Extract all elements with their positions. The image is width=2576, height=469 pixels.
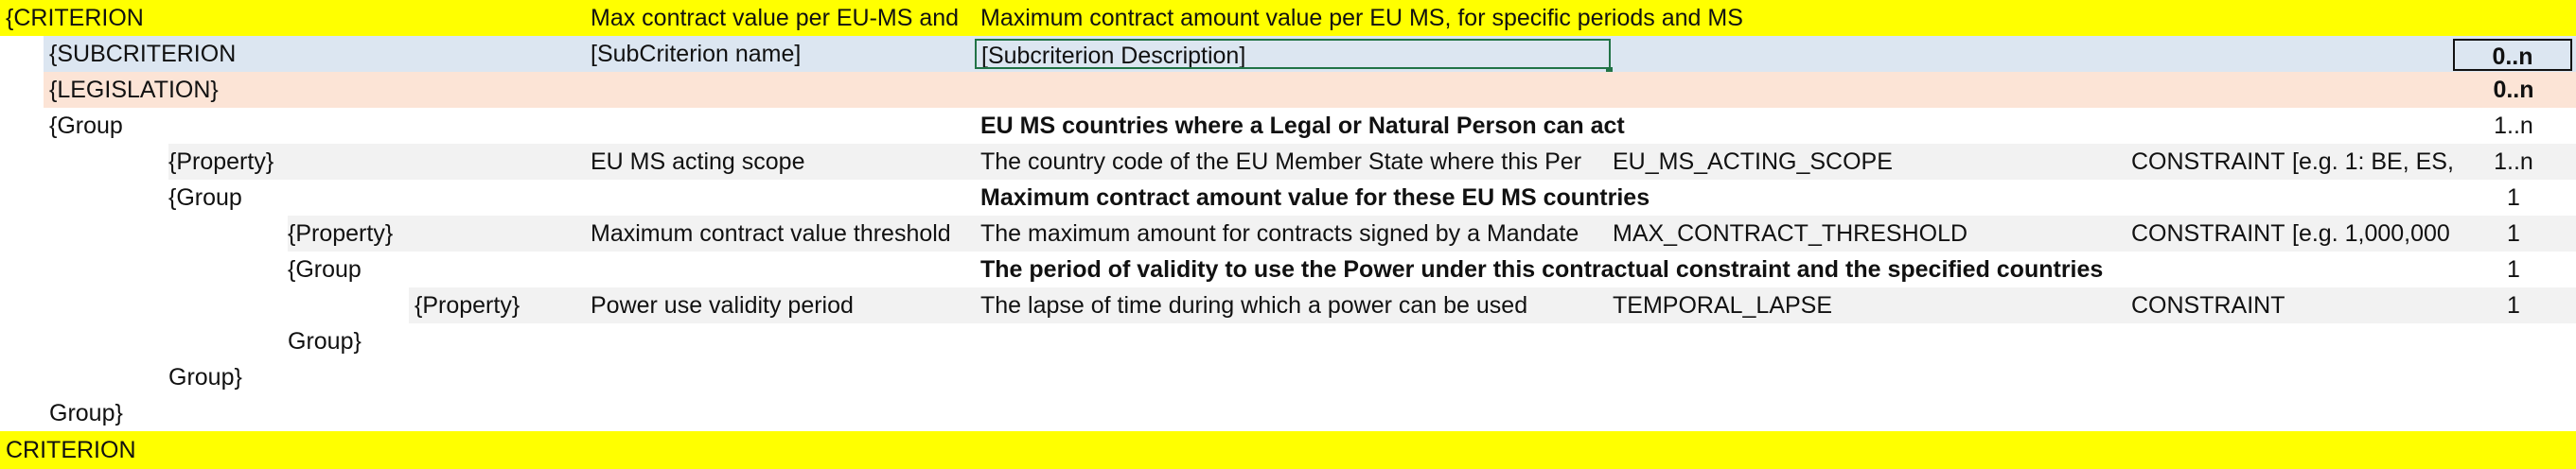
property-acting-scope-code-cell[interactable]: EU_MS_ACTING_SCOPE [1613,148,1893,175]
property-validity-description-cell[interactable]: The lapse of time during which a power c… [980,292,1528,319]
property-acting-scope-example-cell[interactable]: [e.g. 1: BE, ES, [2292,148,2454,175]
property-validity-name-cell[interactable]: Power use validity period [591,292,854,319]
property-validity-code-cell[interactable]: TEMPORAL_LAPSE [1613,292,1833,319]
group-countries-description-cell[interactable]: EU MS countries where a Legal or Natural… [980,113,1625,139]
group-close-cell-middle[interactable]: Group} [168,364,242,391]
group-countries-row: {Group EU MS countries where a Legal or … [0,108,2576,144]
property-validity-type-cell[interactable]: CONSTRAINT [2131,292,2285,319]
property-validity-tag-cell[interactable]: {Property} [415,292,520,319]
property-threshold-example-cell[interactable]: [e.g. 1,000,000 [2292,220,2450,247]
criterion-header-row: {CRITERION Max contract value per EU-MS … [0,0,2576,36]
subcriterion-open-cell[interactable]: {SUBCRITERION [49,41,237,67]
property-threshold-name-cell[interactable]: Maximum contract value threshold [591,220,951,247]
property-acting-scope-name-cell[interactable]: EU MS acting scope [591,148,805,175]
property-acting-scope-band [168,144,2576,180]
group-max-amount-open-cell[interactable]: {Group [168,184,242,211]
criterion-description-cell[interactable]: Maximum contract amount value per EU MS,… [980,5,1743,31]
group-validity-cardinality-cell[interactable]: 1 [2507,256,2520,283]
property-acting-scope-tag-cell[interactable]: {Property} [168,148,274,175]
property-acting-scope-row: {Property} EU MS acting scope The countr… [0,144,2576,180]
property-threshold-code-cell[interactable]: MAX_CONTRACT_THRESHOLD [1613,220,1968,247]
criterion-close-cell[interactable]: CRITERION [6,437,136,463]
group-countries-cardinality-cell[interactable]: 1..n [2494,113,2533,139]
group-close-row-middle: Group} [0,359,2576,395]
property-threshold-type-cell[interactable]: CONSTRAINT [2131,220,2285,247]
group-validity-description-cell[interactable]: The period of validity to use the Power … [980,256,2104,283]
group-max-amount-description-cell[interactable]: Maximum contract amount value for these … [980,184,1650,211]
property-validity-row: {Property} Power use validity period The… [0,287,2576,323]
legislation-cell[interactable]: {LEGISLATION} [49,77,219,103]
criterion-band [0,0,2576,36]
subcriterion-cardinality-cell[interactable]: 0..n [2453,39,2572,71]
group-max-amount-cardinality-cell[interactable]: 1 [2507,184,2520,211]
group-close-cell-outer[interactable]: Group} [49,400,123,426]
group-validity-row: {Group The period of validity to use the… [0,252,2576,287]
subcriterion-name-cell[interactable]: [SubCriterion name] [591,41,802,67]
criterion-footer-band [0,431,2576,469]
property-validity-cardinality-cell[interactable]: 1 [2507,292,2520,319]
subcriterion-row: {SUBCRITERION [SubCriterion name] [Subcr… [0,36,2576,74]
property-threshold-tag-cell[interactable]: {Property} [288,220,394,247]
group-validity-open-cell[interactable]: {Group [288,256,362,283]
property-acting-scope-description-cell[interactable]: The country code of the EU Member State … [980,148,1582,175]
criterion-footer-row: CRITERION [0,431,2576,469]
property-acting-scope-cardinality-cell[interactable]: 1..n [2494,148,2533,175]
group-close-row-outer: Group} [0,395,2576,431]
legislation-row: {LEGISLATION} 0..n [0,72,2576,108]
group-close-row-inner: Group} [0,323,2576,359]
property-threshold-description-cell[interactable]: The maximum amount for contracts signed … [980,220,1579,247]
group-max-amount-row: {Group Maximum contract amount value for… [0,180,2576,216]
criterion-open-cell[interactable]: {CRITERION [6,5,144,31]
property-validity-band [409,287,2576,323]
property-threshold-band [288,216,2576,252]
selected-description-cell[interactable]: [Subcriterion Description] [975,39,1611,69]
property-threshold-cardinality-cell[interactable]: 1 [2507,220,2520,247]
criterion-name-cell[interactable]: Max contract value per EU-MS and [591,5,960,31]
legislation-cardinality-cell[interactable]: 0..n [2493,77,2534,103]
group-close-cell-inner[interactable]: Group} [288,328,362,355]
group-open-cell[interactable]: {Group [49,113,123,139]
selection-fill-handle[interactable] [1606,67,1613,74]
property-acting-scope-type-cell[interactable]: CONSTRAINT [2131,148,2285,175]
legislation-band [44,72,2576,108]
property-threshold-row: {Property} Maximum contract value thresh… [0,216,2576,252]
subcriterion-band [44,36,2576,72]
